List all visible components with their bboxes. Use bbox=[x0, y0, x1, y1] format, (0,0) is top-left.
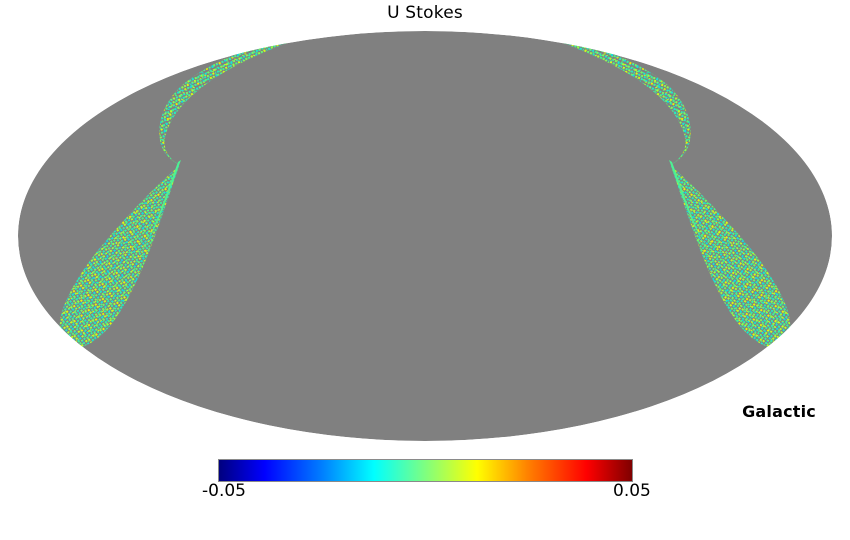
coordinate-system-label: Galactic bbox=[742, 402, 816, 421]
page-title: U Stokes bbox=[387, 3, 463, 23]
scan-neck-right bbox=[669, 160, 711, 258]
sky-map-mollweide[interactable] bbox=[0, 0, 850, 460]
colorbar-min-tick-label: -0.05 bbox=[202, 481, 246, 501]
colorbar-max-tick-label: 0.05 bbox=[613, 481, 651, 501]
colorbar-gradient bbox=[218, 459, 633, 482]
scan-neck-left bbox=[139, 160, 181, 258]
sky-background-ellipse bbox=[18, 31, 832, 441]
colorbar[interactable] bbox=[218, 459, 633, 482]
